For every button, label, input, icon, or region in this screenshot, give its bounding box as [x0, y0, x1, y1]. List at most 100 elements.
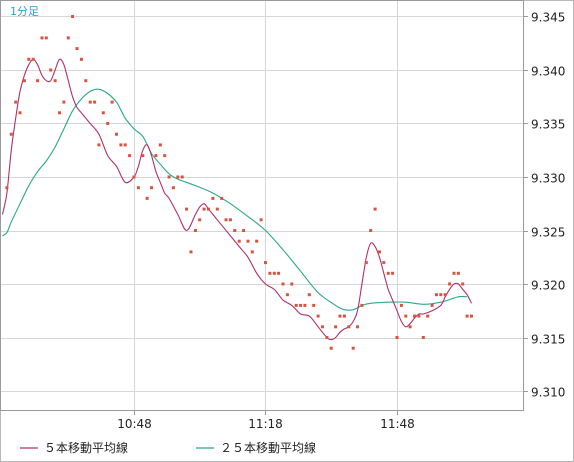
price-point: [338, 314, 342, 318]
price-point: [31, 57, 35, 61]
price-point: [285, 293, 289, 297]
price-point: [342, 314, 346, 318]
price-point: [294, 303, 298, 307]
price-point: [360, 303, 364, 307]
price-point: [334, 325, 338, 329]
price-point: [461, 282, 465, 286]
price-point: [163, 154, 167, 158]
period-label: 1分足: [10, 5, 39, 18]
price-point: [154, 154, 158, 158]
price-point: [123, 143, 127, 147]
y-tick-label: 9.320: [531, 279, 565, 293]
price-point: [198, 218, 202, 222]
x-tick-label: 11:18: [248, 417, 283, 431]
price-point: [185, 207, 189, 211]
price-point: [40, 36, 44, 40]
price-point: [351, 346, 355, 350]
price-point: [237, 239, 241, 243]
price-point: [119, 143, 123, 147]
price-points: [5, 15, 473, 350]
price-point: [373, 207, 377, 211]
price-point: [443, 293, 447, 297]
price-point: [259, 218, 263, 222]
price-point: [268, 271, 272, 275]
price-point: [382, 261, 386, 265]
price-point: [79, 57, 83, 61]
price-point: [264, 261, 267, 265]
price-point: [180, 175, 184, 179]
price-point: [167, 175, 171, 179]
price-point: [97, 143, 101, 147]
price-point: [364, 261, 368, 265]
price-point: [71, 15, 75, 18]
price-point: [452, 271, 456, 275]
price-point: [36, 79, 40, 83]
price-point: [224, 218, 228, 222]
price-point: [448, 282, 452, 286]
price-point: [281, 282, 285, 286]
price-point: [391, 271, 395, 275]
legend: ５本移動平均線 ２５本移動平均線: [20, 440, 316, 455]
price-point: [145, 196, 149, 200]
price-point: [456, 271, 460, 275]
y-axis-ticks: 9.310 9.315 9.320 9.325 9.330 9.335 9.340 9.345: [523, 11, 565, 400]
price-point: [141, 154, 145, 158]
ma25-line: [2, 88, 468, 311]
price-point: [136, 186, 140, 190]
price-point: [128, 154, 132, 158]
price-point: [27, 57, 31, 61]
price-point: [22, 79, 26, 83]
legend-ma25-label: ２５本移動平均線: [220, 440, 316, 455]
price-point: [215, 207, 219, 211]
y-tick-label: 9.345: [531, 11, 565, 25]
price-point: [132, 175, 136, 179]
price-point: [176, 175, 180, 179]
price-point: [110, 100, 114, 104]
price-point: [434, 293, 438, 297]
price-point: [307, 293, 311, 297]
y-tick-label: 9.325: [531, 226, 565, 240]
price-point: [58, 111, 61, 115]
price-point: [75, 47, 79, 51]
price-point: [14, 100, 18, 104]
price-point: [417, 314, 421, 318]
price-point: [299, 303, 303, 307]
price-point: [395, 336, 399, 339]
price-point: [84, 79, 88, 83]
price-point: [404, 314, 408, 318]
plot-area-frame: [0, 0, 524, 411]
price-point: [193, 229, 197, 232]
price-point: [220, 196, 224, 200]
price-point: [290, 282, 294, 286]
price-point: [9, 132, 13, 136]
price-point: [325, 336, 329, 339]
price-point: [233, 229, 237, 232]
x-axis-ticks: 10:48 11:18 11:48: [117, 410, 415, 431]
price-point: [421, 336, 425, 339]
grid-lines: [1, 1, 523, 410]
x-tick-label: 10:48: [117, 417, 152, 431]
price-point: [207, 207, 210, 211]
price-point: [303, 303, 307, 307]
price-point: [430, 303, 434, 307]
price-point: [158, 143, 162, 147]
price-point: [53, 79, 57, 83]
ma25-series: [2, 88, 468, 311]
price-point: [242, 229, 246, 232]
price-point: [329, 346, 333, 350]
price-point: [5, 186, 9, 190]
price-point: [312, 303, 316, 307]
price-point: [49, 68, 53, 72]
price-point: [150, 186, 153, 190]
price-point: [272, 271, 276, 275]
legend-ma5-label: ５本移動平均線: [44, 440, 128, 455]
price-point: [18, 111, 22, 115]
price-point: [246, 239, 250, 243]
price-point: [465, 314, 469, 318]
price-point: [255, 239, 259, 243]
price-point: [321, 325, 324, 329]
price-point: [88, 100, 92, 104]
price-point: [62, 100, 66, 104]
price-point: [66, 36, 70, 40]
